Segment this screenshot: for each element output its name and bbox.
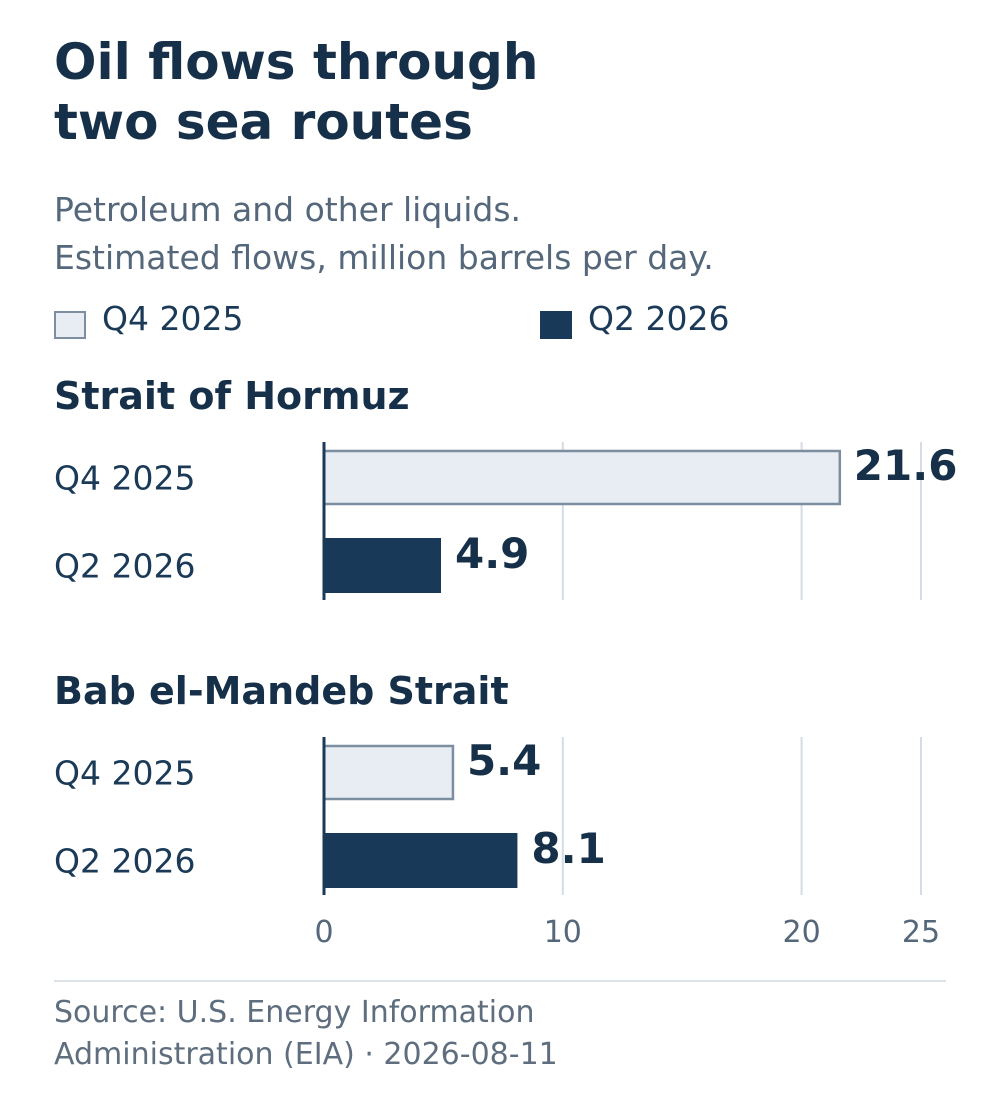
source-divider [54,980,946,982]
legend-label-q2-2026: Q2 2026 [588,298,730,338]
chart-subtitle-line2: Estimated flows, million barrels per day… [54,238,714,277]
category-label-strait-of-hormuz-q2-2026: Q2 2026 [54,547,195,586]
chart-subtitle-line1: Petroleum and other liquids. [54,190,521,229]
bar-bab-el-mandeb-strait-q2-2026 [324,833,518,888]
chart-title: Oil flows through two sea routes [54,33,539,151]
group-title-bab-el-mandeb-strait: Bab el-Mandeb Strait [54,669,509,713]
category-label-bab-el-mandeb-strait-q4-2025: Q4 2025 [54,754,195,793]
category-label-strait-of-hormuz-q4-2025: Q4 2025 [54,459,195,498]
value-label-strait-of-hormuz-q2-2026: 4.9 [455,529,529,578]
value-label-bab-el-mandeb-strait-q4-2025: 5.4 [467,736,541,785]
legend-item-q2-2026: Q2 2026 [540,296,729,340]
bar-bab-el-mandeb-strait-q4-2025 [322,744,455,801]
legend-item-q4-2025: Q4 2025 [54,296,243,340]
category-label-bab-el-mandeb-strait-q2-2026: Q2 2026 [54,842,195,881]
x-tick-label-20: 20 [783,915,821,950]
legend-swatch-q4-2025 [54,311,86,339]
legend-label-q4-2025: Q4 2025 [102,298,244,338]
x-tick-label-0: 0 [314,915,333,950]
value-label-bab-el-mandeb-strait-q2-2026: 8.1 [531,824,605,873]
source-note: Source: U.S. Energy Information Administ… [54,992,614,1076]
bar-strait-of-hormuz-q2-2026 [324,538,442,593]
legend-swatch-q2-2026 [540,311,572,339]
bar-chart: Strait of Hormuz Q4 2025 21.6 Q2 2026 4.9 Bab… [54,374,958,950]
bar-strait-of-hormuz-q4-2025 [322,449,842,506]
group-title-strait-of-hormuz: Strait of Hormuz [54,374,410,418]
x-tick-label-10: 10 [544,915,582,950]
source-line1: Source: U.S. Energy Information [54,995,535,1030]
x-tick-label-25: 25 [902,915,940,950]
value-label-strait-of-hormuz-q4-2025: 21.6 [854,441,958,490]
source-line2: Administration (EIA) · 2026-08-11 [54,1037,558,1072]
